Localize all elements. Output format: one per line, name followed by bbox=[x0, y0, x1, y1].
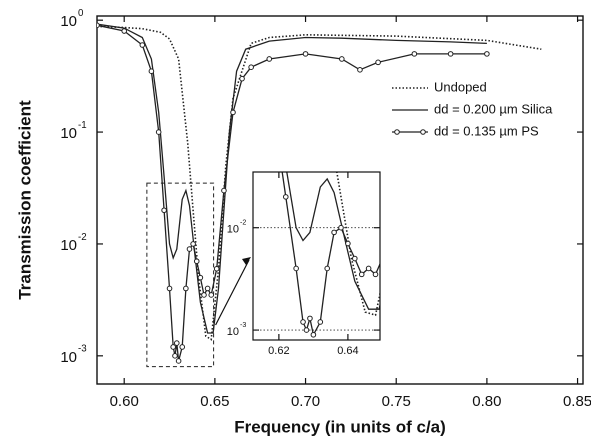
zoom-arrowhead bbox=[242, 257, 251, 265]
data-point bbox=[484, 56, 489, 61]
y-tick-exponent: 0 bbox=[78, 8, 84, 19]
data-point bbox=[447, 51, 454, 57]
zoom-arrow bbox=[215, 259, 250, 326]
data-point bbox=[201, 292, 207, 298]
data-point bbox=[324, 265, 330, 272]
data-point bbox=[172, 353, 178, 359]
data-point bbox=[372, 271, 379, 278]
data-point bbox=[273, 123, 278, 128]
data-point bbox=[339, 56, 345, 62]
data-point bbox=[121, 28, 128, 34]
x-axis-label: Frequency (in units of c/a) bbox=[234, 417, 446, 436]
data-point bbox=[358, 271, 365, 278]
data-point bbox=[282, 194, 289, 200]
data-point bbox=[352, 255, 358, 262]
series-group bbox=[97, 22, 542, 364]
x-tick-label: 0.70 bbox=[291, 393, 320, 410]
x-tick-label: 0.80 bbox=[472, 393, 501, 410]
data-point bbox=[331, 229, 337, 236]
data-point bbox=[175, 358, 182, 364]
y-tick-label: 10 bbox=[227, 224, 239, 236]
data-point bbox=[307, 315, 313, 322]
legend-marker bbox=[394, 129, 400, 135]
data-point bbox=[345, 240, 351, 247]
data-point bbox=[139, 42, 146, 48]
data-point bbox=[449, 64, 454, 69]
series-line bbox=[97, 25, 542, 341]
data-point bbox=[415, 105, 420, 110]
y-axis-label: Transmission coefficient bbox=[15, 100, 34, 300]
data-point bbox=[208, 31, 213, 36]
zoom-box bbox=[146, 182, 215, 368]
y-tick-label: 10 bbox=[60, 13, 77, 30]
data-point bbox=[173, 340, 180, 346]
legend-label: dd = 0.200 µm Silica bbox=[434, 101, 553, 116]
data-point bbox=[303, 327, 310, 333]
y-tick-exponent: -2 bbox=[240, 219, 246, 227]
data-point bbox=[411, 51, 418, 57]
y-tick-label: 10 bbox=[60, 237, 77, 254]
data-point bbox=[553, 51, 558, 56]
plot-frame bbox=[96, 15, 584, 385]
data-point bbox=[161, 207, 167, 214]
data-point bbox=[148, 68, 155, 74]
data-point bbox=[190, 241, 196, 247]
x-tick-label: 0.60 bbox=[110, 393, 139, 410]
data-point bbox=[310, 331, 317, 338]
legend-marker bbox=[420, 129, 426, 135]
data-point bbox=[484, 51, 490, 57]
y-tick-label: 10 bbox=[60, 125, 77, 142]
data-point bbox=[156, 25, 161, 30]
y-tick-exponent: -3 bbox=[78, 344, 87, 355]
data-point bbox=[208, 292, 215, 298]
data-point bbox=[293, 265, 299, 272]
data-point bbox=[338, 224, 344, 231]
data-point bbox=[357, 67, 363, 73]
x-tick-label: 0.62 bbox=[268, 345, 289, 357]
data-point bbox=[365, 265, 372, 272]
data-point bbox=[193, 258, 200, 265]
x-tick-label: 0.75 bbox=[382, 393, 411, 410]
data-point bbox=[197, 274, 204, 281]
data-point bbox=[166, 285, 173, 292]
x-tick-label: 0.85 bbox=[563, 393, 591, 410]
y-tick-exponent: -3 bbox=[240, 321, 246, 329]
data-point bbox=[230, 109, 236, 116]
x-tick-label: 0.65 bbox=[200, 393, 229, 410]
data-point bbox=[302, 51, 309, 57]
series-group bbox=[156, 25, 558, 338]
data-point bbox=[179, 344, 186, 350]
data-point bbox=[170, 344, 176, 350]
data-point bbox=[317, 319, 324, 325]
y-tick-label: 10 bbox=[60, 349, 77, 366]
data-point bbox=[239, 75, 245, 82]
inset-background bbox=[253, 172, 380, 340]
data-point bbox=[204, 285, 211, 292]
data-point bbox=[221, 187, 227, 194]
data-point bbox=[375, 59, 381, 66]
data-point bbox=[248, 64, 254, 71]
x-tick-label: 0.64 bbox=[337, 345, 358, 357]
y-tick-exponent: -1 bbox=[78, 120, 87, 131]
legend-label: dd = 0.135 µm PS bbox=[434, 123, 539, 138]
data-point bbox=[97, 22, 100, 29]
y-tick-label: 10 bbox=[227, 326, 239, 338]
data-point bbox=[155, 129, 162, 135]
data-point bbox=[183, 285, 189, 292]
data-point bbox=[300, 319, 306, 325]
data-point bbox=[259, 67, 264, 72]
y-tick-exponent: -2 bbox=[78, 232, 87, 243]
inset-frame bbox=[252, 171, 381, 341]
data-point bbox=[186, 246, 193, 252]
data-point bbox=[432, 74, 437, 79]
data-point bbox=[266, 56, 273, 62]
series-line bbox=[286, 172, 380, 310]
legend-label: Undoped bbox=[434, 79, 487, 94]
data-point bbox=[242, 43, 247, 48]
data-point bbox=[213, 265, 220, 272]
data-point bbox=[384, 248, 389, 253]
data-point bbox=[397, 177, 402, 182]
